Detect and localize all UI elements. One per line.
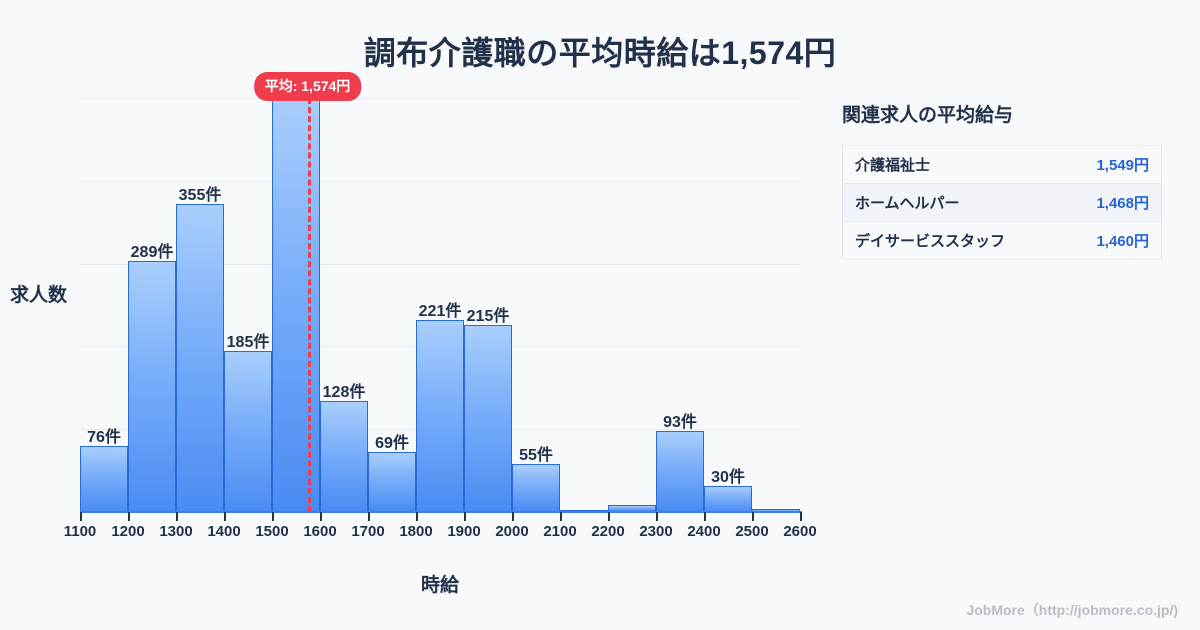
x-axis-tick-label: 2100 xyxy=(543,523,577,540)
side-panel-title: 関連求人の平均給与 xyxy=(842,105,1014,126)
bar-value-label: 355件 xyxy=(178,186,222,204)
x-axis-tick-label: 1500 xyxy=(255,523,289,540)
x-axis-tick-label: 1600 xyxy=(303,523,337,540)
histogram-bar xyxy=(80,446,128,512)
page-title: 調布介護職の平均時給は1,574円 xyxy=(363,35,837,71)
x-axis-tick xyxy=(512,512,514,521)
histogram-chart: 求人数 76件289件355件185件477件128件69件221件215件55… xyxy=(0,72,840,610)
x-axis-tick-label: 1200 xyxy=(111,523,145,540)
x-axis-tick-label: 2400 xyxy=(687,523,721,540)
gridline xyxy=(80,180,800,182)
footer-credit: JobMore（http://jobmore.co.jp/) xyxy=(966,602,1178,618)
table-row: デイサービススタッフ 1,460円 xyxy=(842,222,1162,260)
x-axis-tick-label: 2200 xyxy=(591,523,625,540)
histogram-bar xyxy=(512,464,560,512)
job-title-cell: ホームヘルパー xyxy=(855,195,960,212)
x-axis-tick xyxy=(704,512,706,521)
job-salary-cell: 1,460円 xyxy=(1096,233,1149,250)
histogram-bar xyxy=(320,400,368,512)
gridline xyxy=(80,263,800,265)
salary-table: 介護福祉士 1,549円ホームヘルパー 1,468円デイサービススタッフ 1,460円 xyxy=(842,145,1162,260)
x-axis-tick xyxy=(416,512,418,521)
bar-value-label: 289件 xyxy=(130,244,174,262)
job-salary-cell: 1,468円 xyxy=(1096,195,1149,212)
x-axis-tick-label: 2500 xyxy=(735,523,769,540)
histogram-bar xyxy=(272,98,320,512)
x-axis-tick-label: 1800 xyxy=(399,523,433,540)
x-axis-tick-label: 2000 xyxy=(495,523,529,540)
bar-value-label: 30件 xyxy=(711,468,745,486)
bar-value-label: 221件 xyxy=(418,303,462,321)
bar-value-label: 55件 xyxy=(519,447,553,465)
average-wage-line xyxy=(307,98,311,512)
bar-value-label: 215件 xyxy=(466,308,510,326)
bar-value-label: 185件 xyxy=(226,334,270,352)
x-axis-tick-label: 1100 xyxy=(63,523,97,540)
job-title-cell: 介護福祉士 xyxy=(855,157,931,174)
histogram-bar xyxy=(368,452,416,512)
related-salary-panel: 関連求人の平均給与 介護福祉士 1,549円ホームヘルパー 1,468円デイサービス… xyxy=(838,100,1178,260)
x-axis-tick-label: 1300 xyxy=(159,523,193,540)
x-axis-title: 時給 xyxy=(420,575,459,596)
x-axis-baseline xyxy=(80,511,802,513)
bar-value-label: 76件 xyxy=(87,429,121,447)
x-axis-tick xyxy=(608,512,610,521)
x-axis-tick xyxy=(368,512,370,521)
job-title-cell: デイサービススタッフ xyxy=(855,233,1006,250)
x-axis-tick xyxy=(800,512,802,521)
x-axis-tick xyxy=(560,512,562,521)
x-axis-tick-label: 2600 xyxy=(783,523,817,540)
table-row: 介護福祉士 1,549円 xyxy=(842,145,1162,184)
x-axis-tick xyxy=(464,512,466,521)
x-axis-tick xyxy=(176,512,178,521)
x-axis-tick-label: 1900 xyxy=(447,523,481,540)
histogram-bar xyxy=(176,203,224,512)
average-wage-badge: 平均: 1,574円 xyxy=(253,72,362,101)
x-axis-tick xyxy=(80,512,82,521)
histogram-bar xyxy=(224,351,272,512)
x-axis-tick xyxy=(128,512,130,521)
x-axis-tick xyxy=(224,512,226,521)
job-salary-cell: 1,549円 xyxy=(1096,157,1149,174)
table-row: ホームヘルパー 1,468円 xyxy=(842,183,1162,222)
gridline xyxy=(80,98,800,99)
x-axis-tick-label: 1700 xyxy=(351,523,385,540)
histogram-bar xyxy=(704,485,752,512)
x-axis-tick xyxy=(656,512,658,521)
x-axis-tick xyxy=(752,512,754,521)
histogram-bar xyxy=(464,325,512,512)
bar-value-label: 69件 xyxy=(375,435,409,453)
y-axis-title: 求人数 xyxy=(10,285,68,306)
histogram-bar xyxy=(128,261,176,512)
histogram-bar xyxy=(656,431,704,512)
x-axis-tick xyxy=(272,512,274,521)
bar-value-label: 93件 xyxy=(663,414,697,432)
x-axis-tick-label: 1400 xyxy=(207,523,241,540)
x-axis-tick xyxy=(320,512,322,521)
histogram-bar xyxy=(416,320,464,512)
bar-value-label: 128件 xyxy=(322,383,366,401)
x-axis-tick-label: 2300 xyxy=(639,523,673,540)
